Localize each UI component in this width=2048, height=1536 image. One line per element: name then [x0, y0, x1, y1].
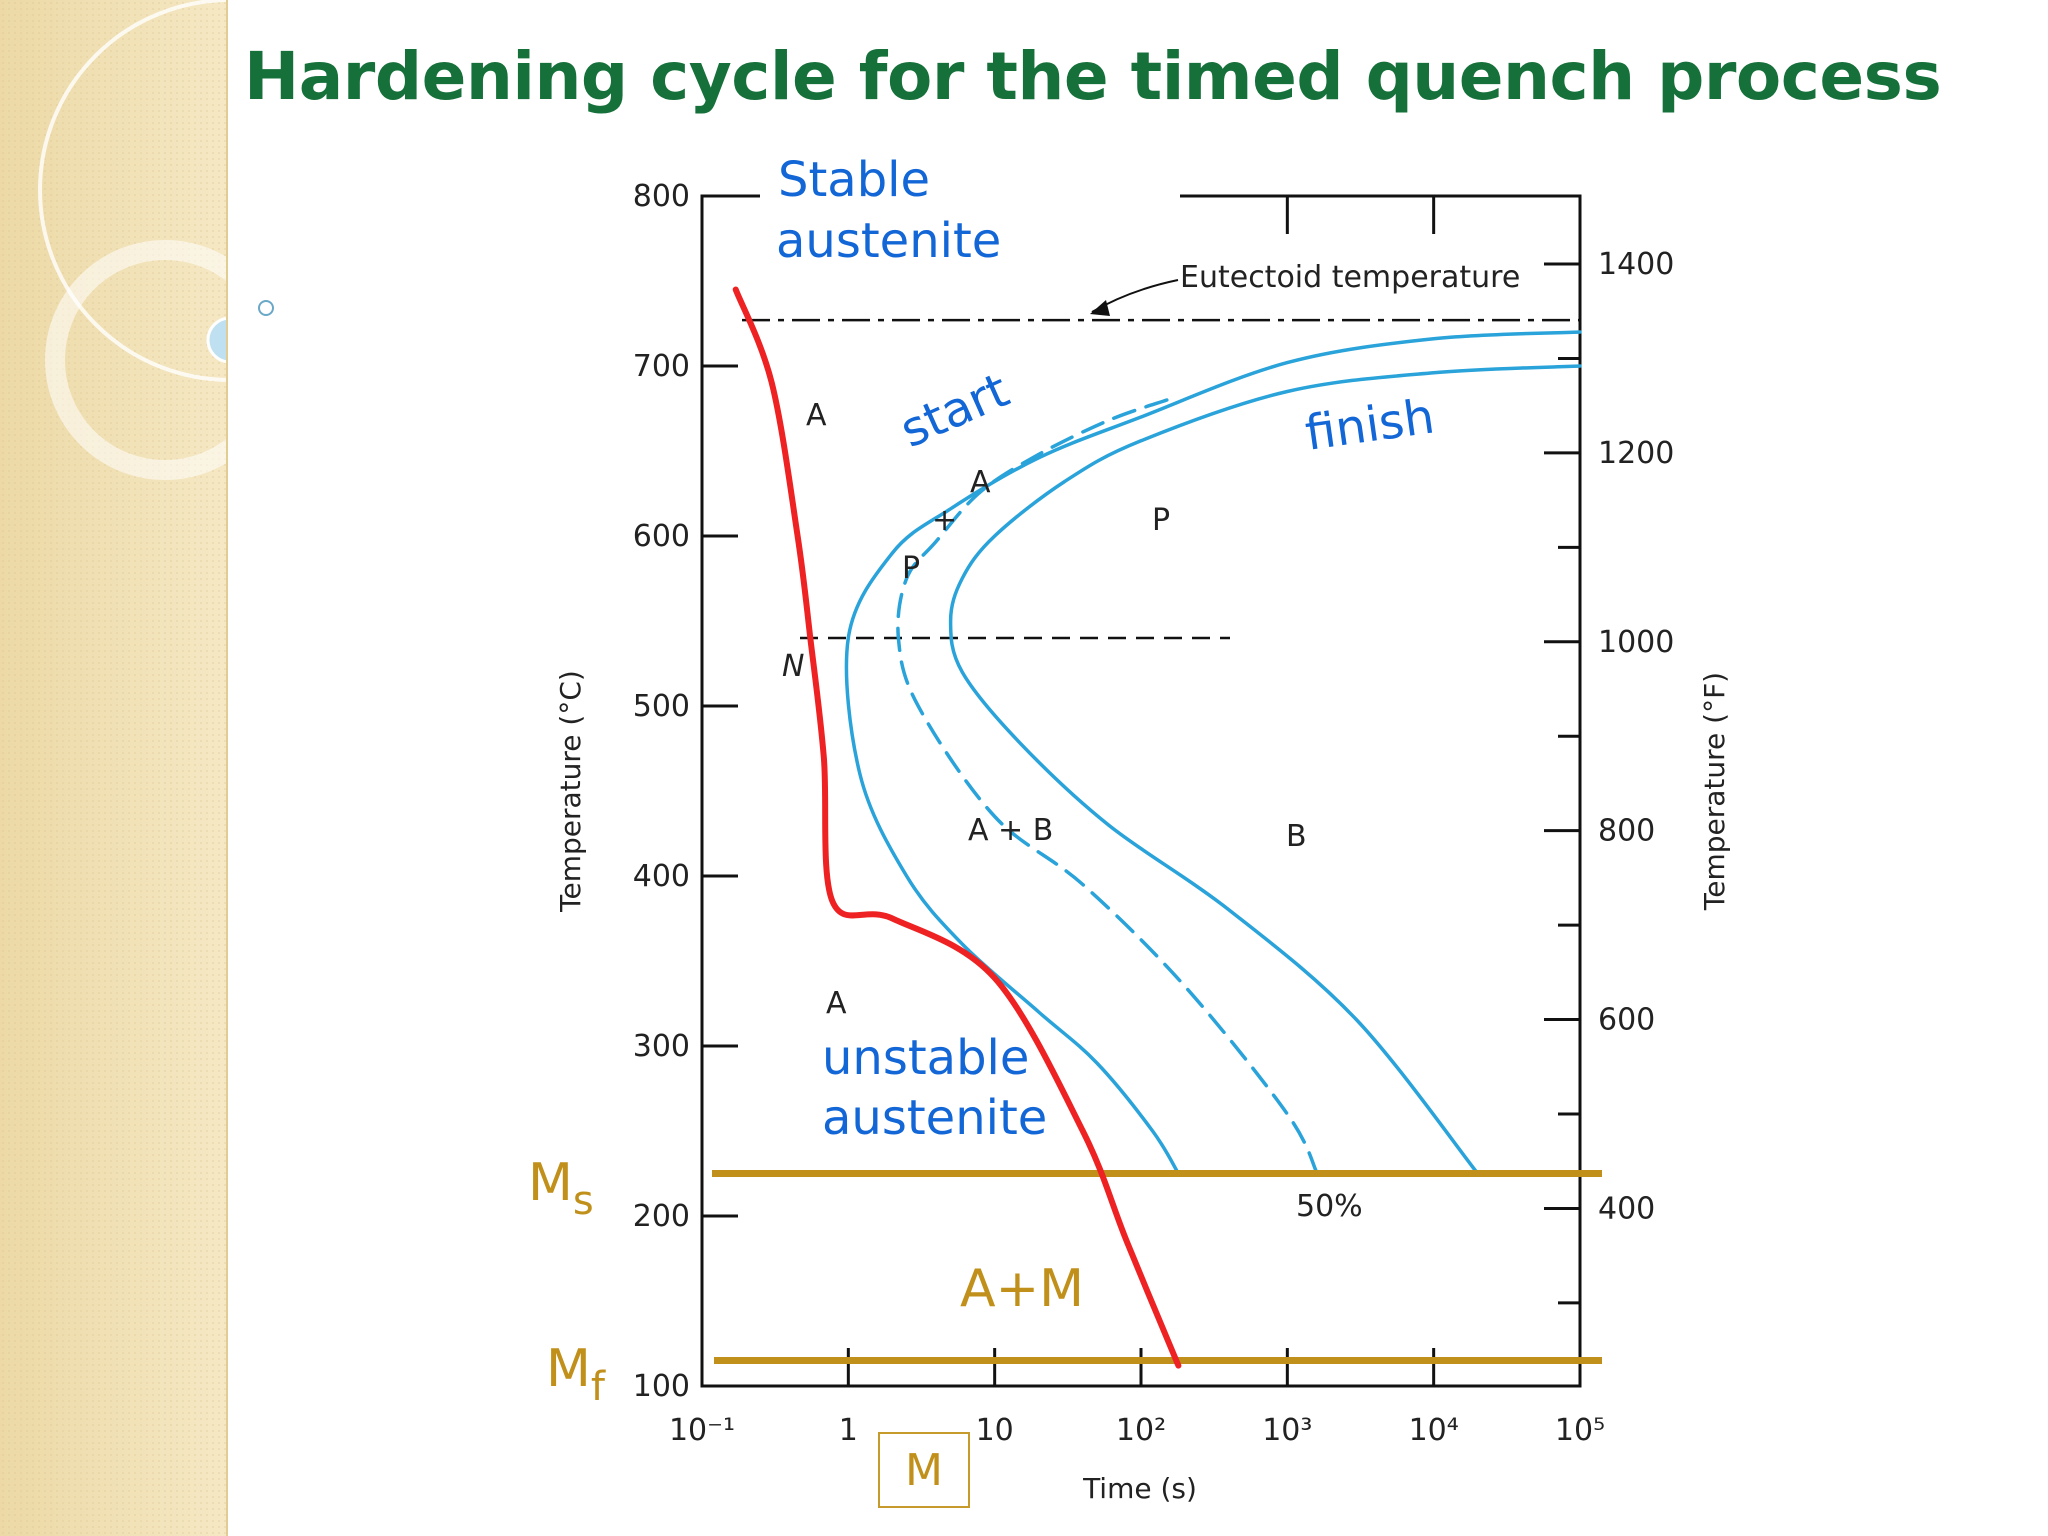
label-fifty-percent: 50%: [1296, 1189, 1363, 1224]
label-b: B: [1286, 819, 1307, 854]
y-tick-label-left: 200: [633, 1199, 690, 1234]
eutectoid-arrowhead: [1090, 300, 1110, 316]
label-a-low: A: [826, 986, 847, 1021]
y-tick-label-left: 100: [633, 1369, 690, 1404]
y-axis-title-right: Temperature (°F): [1698, 672, 1731, 911]
annotation-a-plus-m: A+M: [960, 1259, 1084, 1319]
y-tick-label-left: 300: [633, 1029, 690, 1064]
label-a-nose: A: [970, 465, 991, 500]
y-tick-labels-left: 800 700 600 500 400 300 200 100: [633, 179, 690, 1404]
y-tick-label-right: 800: [1598, 814, 1655, 849]
eutectoid-label: Eutectoid temperature: [1180, 260, 1520, 295]
x-tick-label: 10⁻¹: [669, 1413, 735, 1448]
y-tick-label-right: 1400: [1598, 247, 1674, 282]
x-tick-label: 1: [839, 1413, 858, 1448]
slide-title: Hardening cycle for the timed quench pro…: [244, 38, 1942, 115]
annotation-austenite: austenite: [776, 213, 1001, 269]
x-tick-label: 10²: [1116, 1413, 1166, 1448]
y-tick-label-left: 700: [633, 349, 690, 384]
mf-label: Mf: [546, 1339, 606, 1410]
deco-ring-large: [38, 0, 228, 382]
x-tick-labels: 10⁻¹ 1 10 10² 10³ 10⁴ 10⁵: [669, 1413, 1605, 1448]
x-tick-label: 10³: [1262, 1413, 1312, 1448]
label-a-plus-b: A + B: [968, 813, 1053, 848]
y-tick-label-right: 1000: [1598, 625, 1674, 660]
y-tick-label-right: 600: [1598, 1003, 1655, 1038]
curve-50-: [896, 398, 1319, 1176]
deco-bubble: [206, 316, 228, 364]
deco-small-ring: [258, 300, 274, 316]
annotation-mask: [760, 150, 1180, 280]
y-tick-labels-right: 1400 1200 1000 800 600 400: [1598, 247, 1674, 1226]
ms-label: Ms: [528, 1153, 594, 1224]
transformation-curves: [844, 330, 1582, 1176]
x-tick-label: 10⁵: [1555, 1413, 1605, 1448]
label-a-top: A: [806, 398, 827, 433]
annotation-unstable: unstable: [822, 1030, 1029, 1086]
cooling-path-line: [732, 286, 1182, 1369]
decorative-side-panel: [0, 0, 228, 1536]
plot-frame: [700, 194, 1582, 1388]
y-tick-label-left: 600: [633, 519, 690, 554]
y-tick-label-left: 800: [633, 179, 690, 214]
martensite-box: M: [878, 1432, 970, 1508]
x-axis-title: Time (s): [1082, 1472, 1197, 1505]
curve-start: [844, 330, 1582, 1176]
label-plus: +: [932, 503, 957, 538]
y-tick-label-left: 400: [633, 859, 690, 894]
y-tick-label-right: 1200: [1598, 436, 1674, 471]
annotation-stable: Stable: [778, 152, 930, 208]
y-tick-label-right: 400: [1598, 1191, 1655, 1226]
label-p-right: P: [1152, 503, 1170, 538]
label-p-left: P: [902, 551, 920, 586]
x-tick-label: 10⁴: [1409, 1413, 1459, 1448]
annotation-austenite-2: austenite: [822, 1090, 1047, 1146]
x-tick-label: 10: [976, 1413, 1014, 1448]
deco-ring-medium: [45, 240, 228, 480]
y-axis-title-left: Temperature (°C): [554, 670, 587, 913]
cooling-path-group: [732, 286, 1182, 1369]
y-tick-label-left: 500: [633, 689, 690, 724]
curve-finish: [948, 364, 1582, 1176]
nose-marker-n: N: [782, 649, 804, 684]
